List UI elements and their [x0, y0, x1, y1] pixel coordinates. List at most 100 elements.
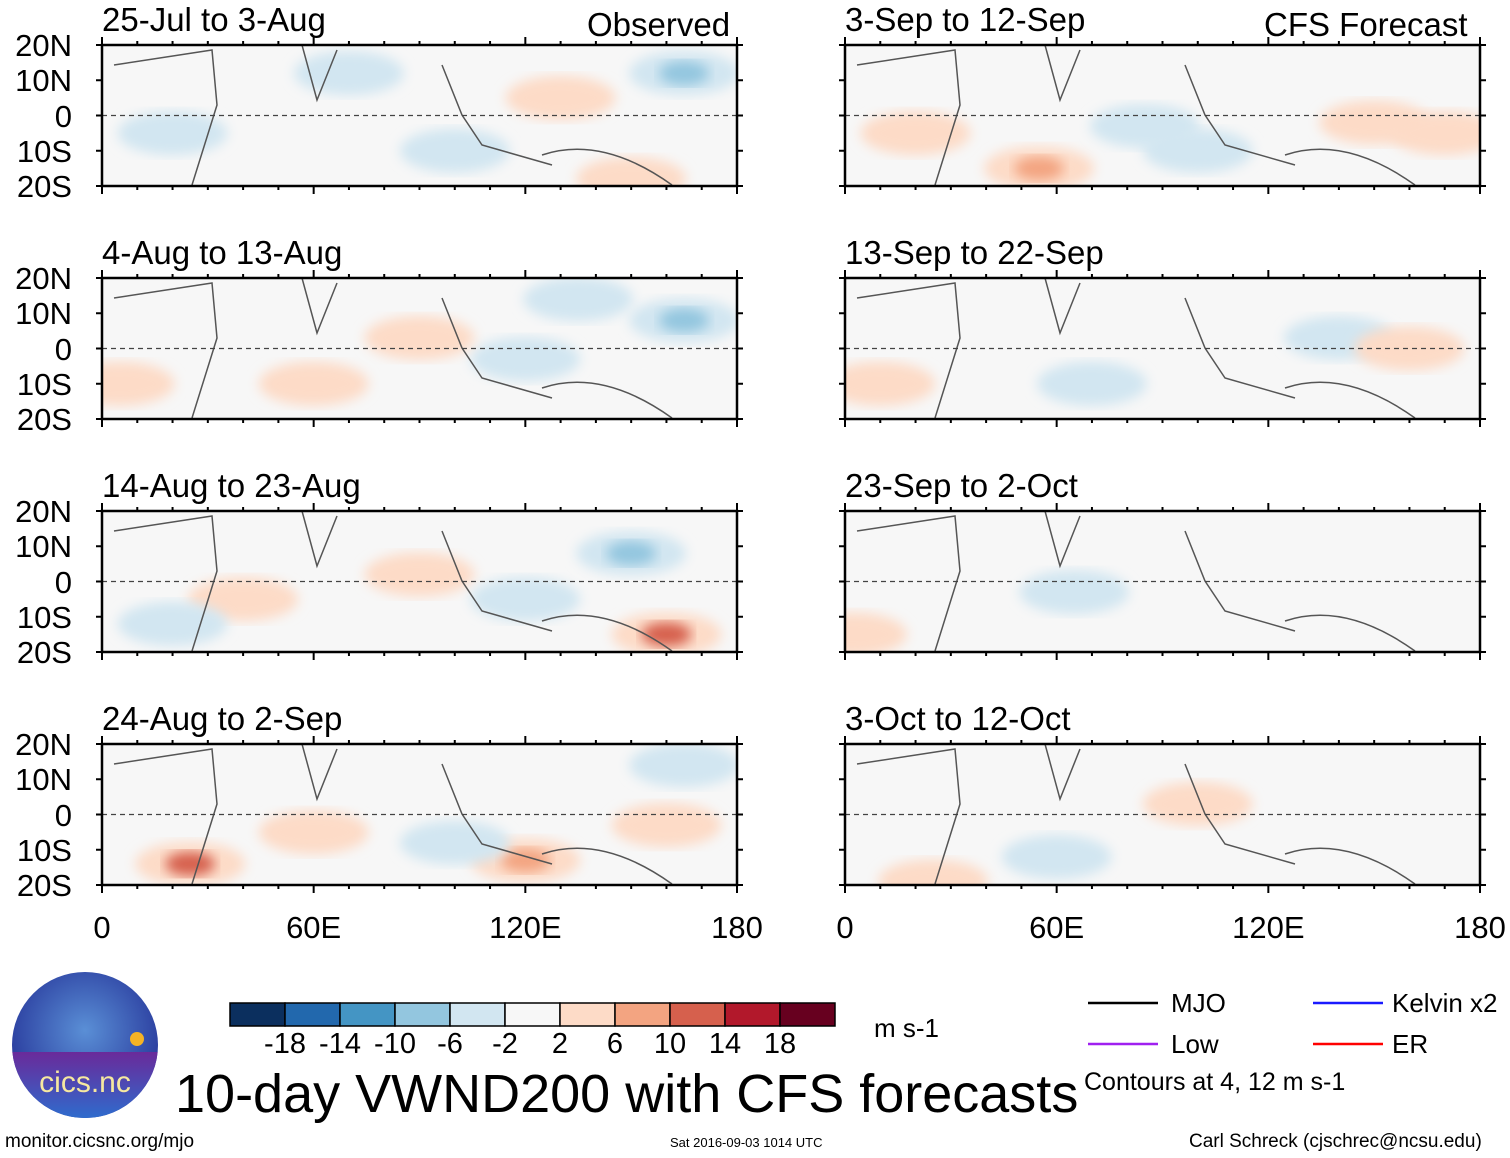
colorbar-tick-label: 2 — [551, 1028, 569, 1060]
x-tick-label: 0 — [836, 910, 854, 945]
coastline — [856, 744, 1416, 885]
y-tick-label: 20S — [16, 635, 72, 670]
colorbar-swatch — [614, 1002, 671, 1027]
coastline — [856, 511, 1416, 652]
panel-title: 13-Sep to 22-Sep — [845, 234, 1104, 271]
anomaly-core — [1014, 156, 1065, 181]
anomaly-patch — [1389, 111, 1480, 156]
colorbar-swatch — [669, 1002, 726, 1027]
coastline — [113, 511, 673, 652]
anomaly-patch — [117, 111, 228, 156]
anomaly-patch — [878, 859, 989, 885]
anomaly-patch — [399, 128, 510, 173]
coastline — [113, 278, 673, 419]
anomaly-patch — [102, 361, 175, 406]
colorbar-tick-label: -2 — [492, 1028, 518, 1060]
y-tick-label: 20N — [15, 28, 72, 63]
colorbar-swatch — [724, 1002, 781, 1027]
colorbar-tick-label: 10 — [653, 1028, 687, 1060]
y-tick-label: 20N — [15, 494, 72, 529]
observed-label: Observed — [587, 6, 731, 43]
legend-er: ER — [1392, 1029, 1429, 1059]
colorbar-tick-label: -18 — [264, 1028, 306, 1060]
anomaly-patch — [258, 361, 369, 406]
anomaly-patch — [1036, 361, 1147, 406]
anomaly-core — [500, 848, 551, 873]
footer-url[interactable]: monitor.cicsnc.org/mjo — [5, 1131, 195, 1152]
anomaly-core — [659, 61, 710, 86]
panel-title: 25-Jul to 3-Aug — [102, 1, 326, 38]
colorbar-swatch — [229, 1002, 286, 1027]
x-tick-label: 0 — [93, 910, 111, 945]
y-tick-label: 10N — [15, 529, 72, 565]
x-tick-label: 120E — [1232, 910, 1305, 945]
colorbar-swatch — [559, 1002, 616, 1027]
colorbar-swatch — [504, 1002, 561, 1027]
panel-title: 3-Oct to 12-Oct — [845, 700, 1071, 737]
coastline — [856, 278, 1416, 419]
anomaly-patch — [505, 75, 616, 120]
panel-title: 23-Sep to 2-Oct — [845, 467, 1078, 504]
map-panel — [96, 503, 743, 660]
map-panel — [96, 736, 743, 893]
anomaly-patch — [1354, 326, 1465, 371]
anomaly-patch — [293, 51, 404, 96]
contours-note: Contours at 4, 12 m s-1 — [1084, 1068, 1346, 1096]
y-tick-label: 0 — [54, 564, 72, 600]
logo-text: cics.nc — [39, 1066, 131, 1099]
colorbar-swatch — [284, 1002, 341, 1027]
footer-timestamp: Sat 2016-09-03 1014 UTC — [670, 1135, 823, 1150]
y-tick-label: 0 — [54, 331, 72, 367]
coastline — [113, 45, 673, 186]
anomaly-core — [641, 622, 692, 647]
colorbar-units: m s-1 — [874, 1013, 939, 1043]
x-tick-label: 180 — [711, 910, 763, 945]
map-panel — [96, 270, 743, 427]
colorbar-tick-label: 6 — [606, 1028, 624, 1060]
coastline — [856, 45, 1416, 186]
y-tick-label: 20N — [15, 727, 72, 762]
anomaly-patch — [470, 337, 581, 382]
logo: cics.nc — [12, 972, 158, 1118]
anomaly-patch — [1089, 104, 1200, 149]
anomaly-patch — [629, 744, 737, 788]
y-tick-label: 10N — [15, 63, 72, 99]
legend-kelvin: Kelvin x2 — [1392, 988, 1498, 1018]
anomaly-patch — [1001, 834, 1112, 879]
panel-title: 3-Sep to 12-Sep — [845, 1, 1086, 38]
colorbar-swatch — [449, 1002, 506, 1027]
y-tick-label: 10S — [16, 133, 72, 169]
map-panel — [839, 503, 1486, 660]
anomaly-patch — [845, 612, 908, 652]
y-tick-label: 0 — [54, 98, 72, 134]
anomaly-core — [659, 308, 710, 333]
anomaly-core — [165, 851, 216, 876]
y-tick-label: 10S — [16, 832, 72, 868]
colorbar-tick-label: -6 — [437, 1028, 463, 1060]
y-tick-label: 20N — [15, 261, 72, 296]
map-panel — [839, 37, 1486, 194]
footer-author: Carl Schreck (cjschrec@ncsu.edu) — [1189, 1131, 1482, 1152]
y-tick-label: 0 — [54, 797, 72, 833]
anomaly-patch — [258, 810, 369, 855]
map-panel — [839, 736, 1486, 893]
anomaly-patch — [1142, 781, 1253, 826]
y-tick-label: 10S — [16, 366, 72, 402]
y-tick-label: 10N — [15, 762, 72, 798]
forecast-label: CFS Forecast — [1264, 6, 1468, 43]
x-tick-label: 60E — [1029, 910, 1085, 945]
map-panel — [839, 270, 1486, 427]
anomaly-patch — [576, 156, 687, 186]
y-tick-label: 20S — [16, 402, 72, 437]
y-tick-label: 20S — [16, 868, 72, 903]
anomaly-patch — [523, 278, 634, 322]
legend-low: Low — [1171, 1029, 1219, 1059]
colorbar-tick-label: 18 — [763, 1028, 797, 1060]
coastline — [113, 744, 673, 885]
anomaly-patch — [117, 601, 228, 646]
x-tick-label: 120E — [489, 910, 562, 945]
panel-title: 4-Aug to 13-Aug — [102, 234, 343, 271]
legend-mjo: MJO — [1171, 988, 1226, 1018]
